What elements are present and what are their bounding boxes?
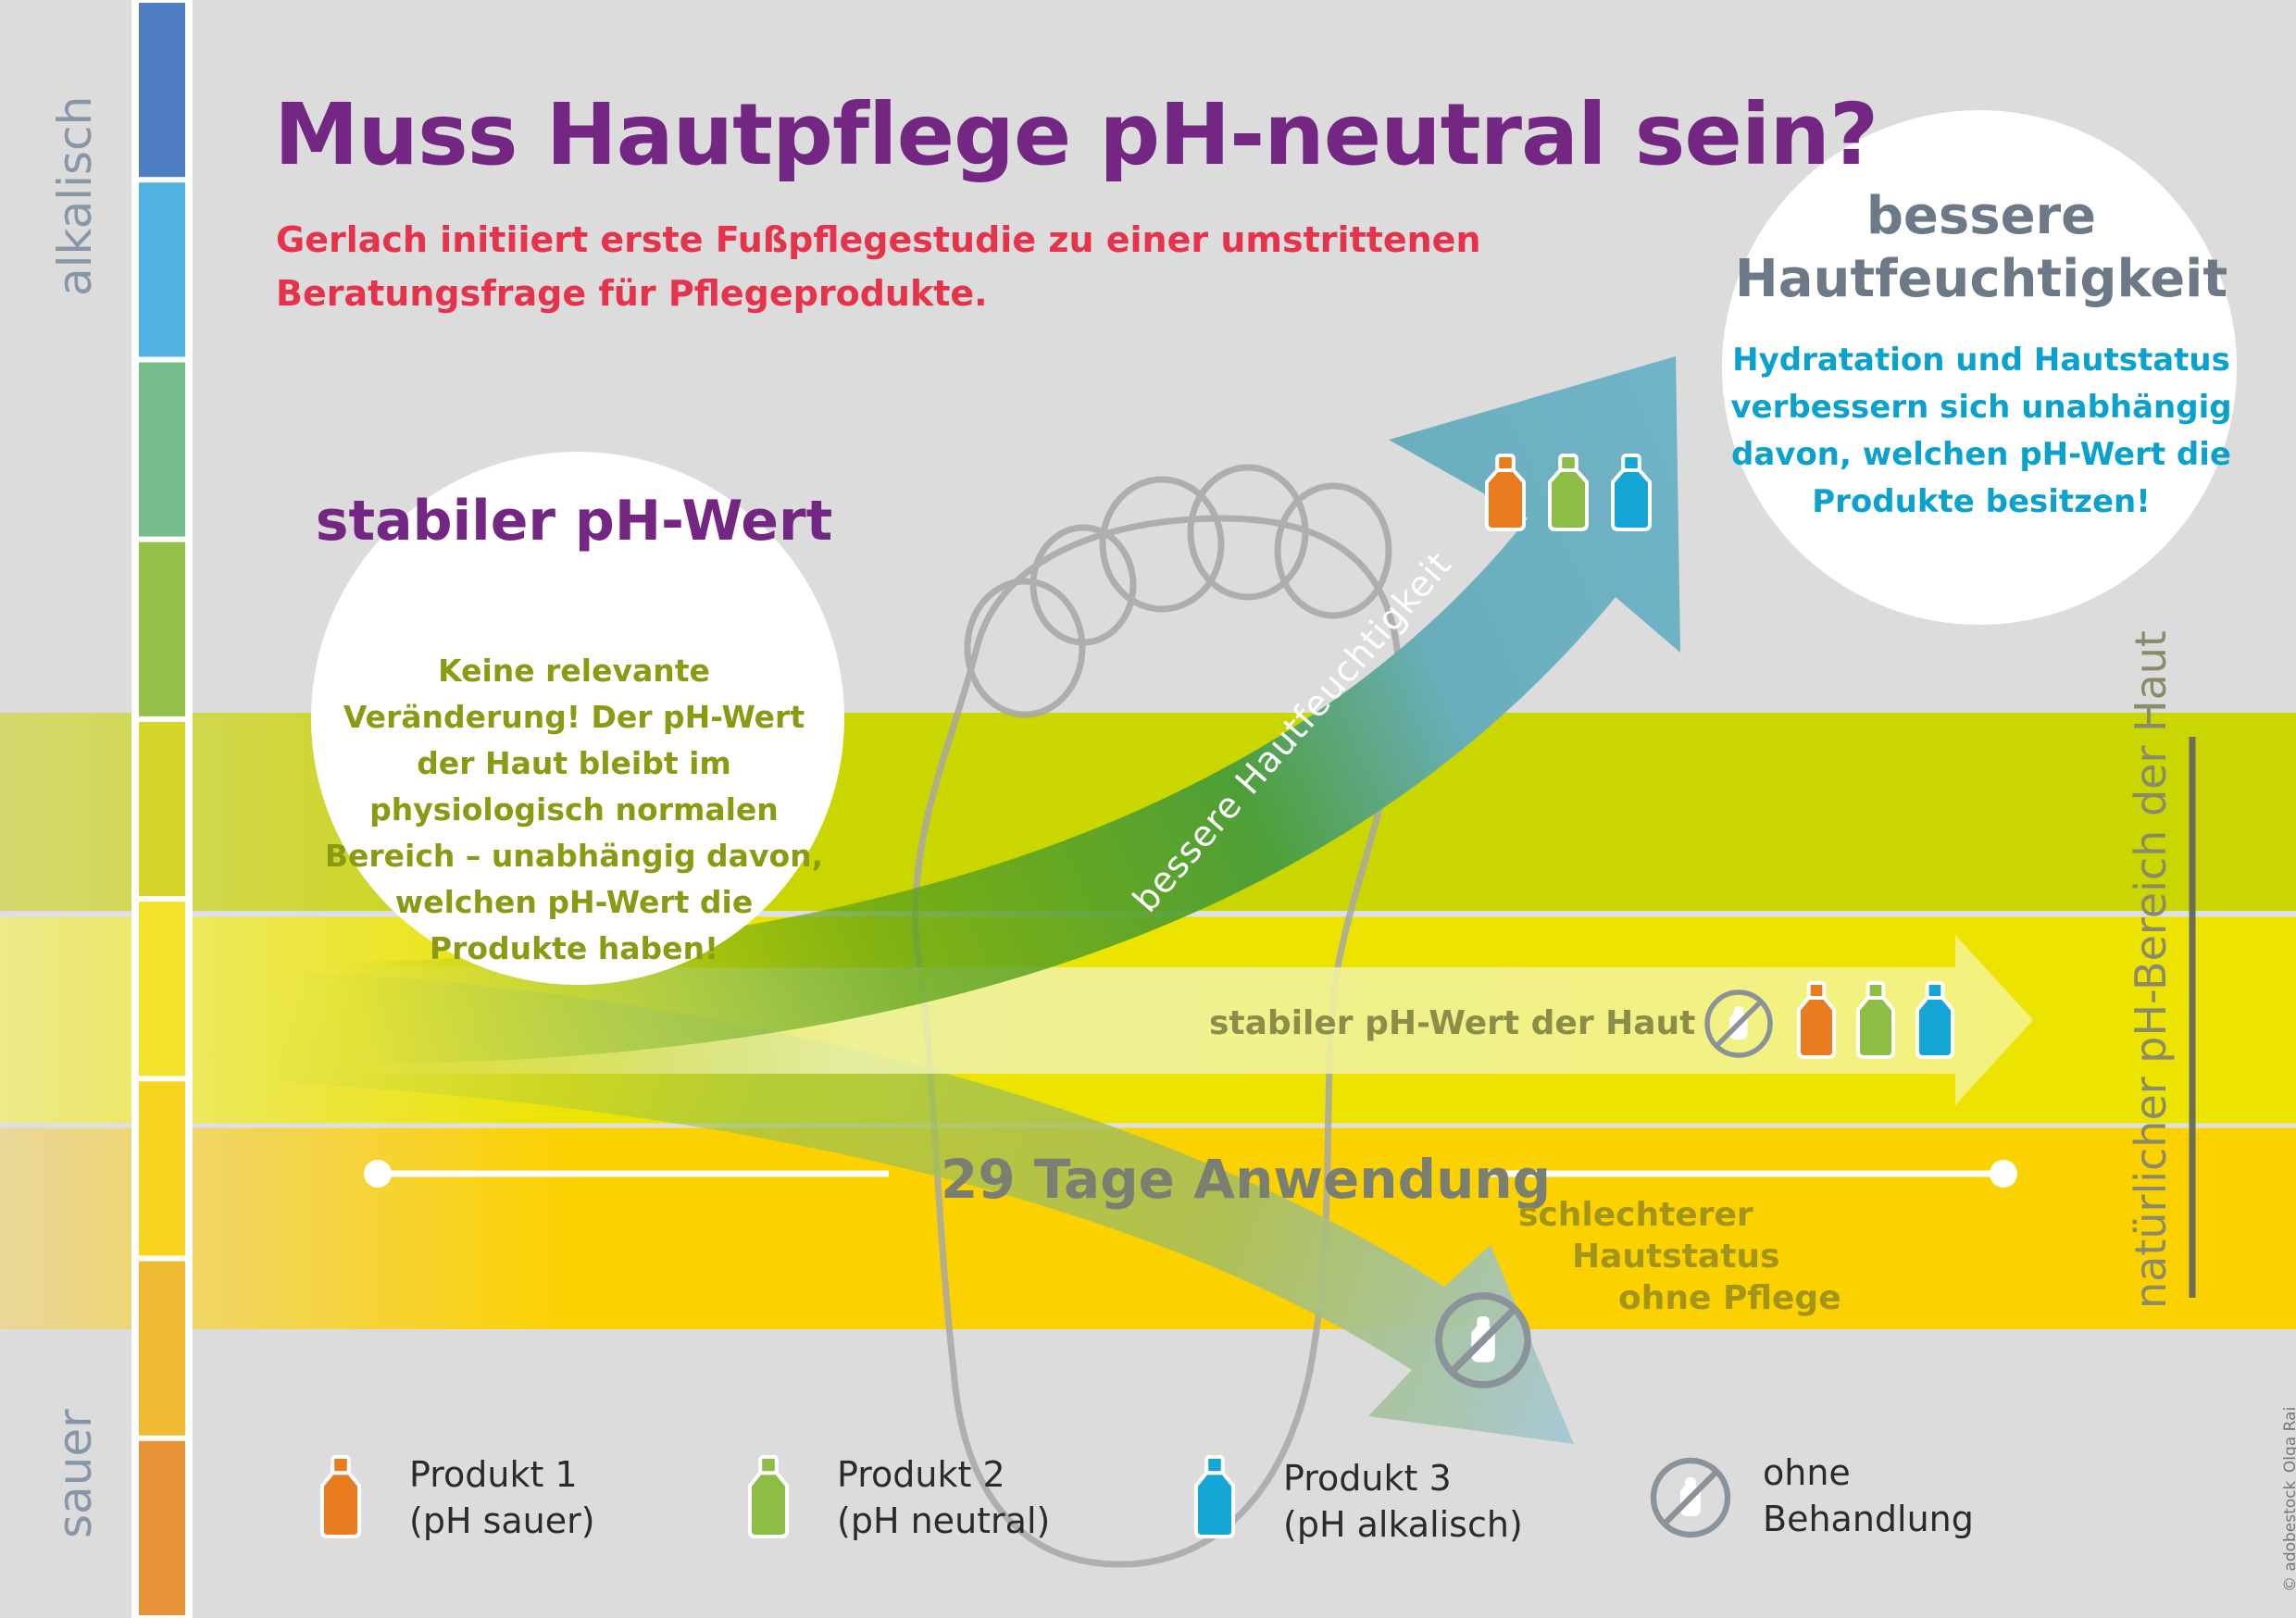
bottle-blue-icon [1194,1455,1235,1538]
legend-subtitle: (pH neutral) [837,1500,1051,1541]
legend-title: ohne [1763,1452,1851,1493]
arrow-down-label-line: Hautstatus [1572,1238,1780,1276]
circle-moisture-text: Hydratation und Hautstatus verbessern si… [1730,342,2232,520]
ph-scale-segment [139,1440,185,1615]
legend-item-2: Produkt 2 (pH neutral) [837,1451,1050,1544]
circle-moisture-heading: bessere Hautfeuchtigkeit [1734,186,2228,309]
circle-stable-bg [311,452,844,985]
scale-label-acidic: sauer [48,1409,102,1538]
legend-title: Produkt 1 [409,1454,578,1495]
ph-scale-bar [131,0,193,1618]
bottle-orange-icon [1797,981,1836,1059]
bottle-orange-icon [320,1455,361,1538]
legend-icons [320,1455,1731,1538]
bottle-green-icon [748,1455,789,1538]
bottles-middle-arrow [1797,981,1954,1059]
circle-stable-heading: stabiler pH-Wert [315,489,833,554]
arrow-up [333,356,1680,1064]
arrow-down-label: schlechterer Hautstatus ohne Pflege [1518,1194,1841,1319]
bottle-blue-icon [1611,454,1652,531]
legend-title: Produkt 2 [837,1454,1005,1495]
arrow-middle-label: stabiler pH-Wert der Haut [1209,1004,1696,1042]
bottle-orange-icon [1485,454,1526,531]
legend-item-4: ohne Behandlung [1763,1450,1974,1542]
legend-subtitle: (pH alkalisch) [1283,1504,1523,1545]
arrow-down-label-line: schlechterer [1518,1196,1753,1234]
no-treatment-icon [1704,989,1773,1058]
ph-scale-segment [139,721,185,897]
bottle-green-icon [1548,454,1589,531]
legend-item-1: Produkt 1 (pH sauer) [409,1451,595,1544]
duration-label: 29 Tage Anwendung [941,1148,1552,1211]
legend-subtitle: Behandlung [1763,1499,1974,1539]
ph-scale-segment [139,541,185,716]
natural-range-label: natürlicher pH-Bereich der Haut [2126,630,2176,1309]
bottle-blue-icon [1915,981,1954,1059]
bottle-green-icon [1856,981,1895,1059]
bottles-up-arrow [1485,454,1652,531]
duration-line [364,1160,2017,1188]
page-title: Muss Hautpflege pH-neutral sein? [274,85,1878,184]
circle-stable-text: Keine relevante Veränderung! Der pH-Wert… [324,653,824,966]
legend-subtitle: (pH sauer) [409,1500,595,1541]
circle-moisture-bg [1722,110,2237,625]
legend-item-3: Produkt 3 (pH alkalisch) [1283,1455,1523,1548]
ph-scale-segment [139,902,185,1077]
scale-label-alkaline: alkalisch [48,95,102,296]
no-treatment-icon [1435,1292,1531,1388]
ph-scale-segment [139,3,185,178]
image-credit: © adobestock_Olga Rai [2281,1406,2296,1592]
no-treatment-icon [1650,1457,1731,1538]
arrow-down-label-line: ohne Pflege [1618,1279,1841,1317]
arrow-down [278,972,1574,1444]
legend-title: Produkt 3 [1283,1458,1452,1499]
no-treatment-icon [1435,1292,1531,1388]
ph-scale-segment [139,1261,185,1436]
ph-scale-segment [139,362,185,537]
ph-scale-segment [139,1081,185,1256]
page-subtitle: Gerlach initiiert erste Fußpflegestudie … [276,219,1481,314]
no-treatment-icon [1704,989,1773,1058]
ph-scale-segment [139,182,185,357]
